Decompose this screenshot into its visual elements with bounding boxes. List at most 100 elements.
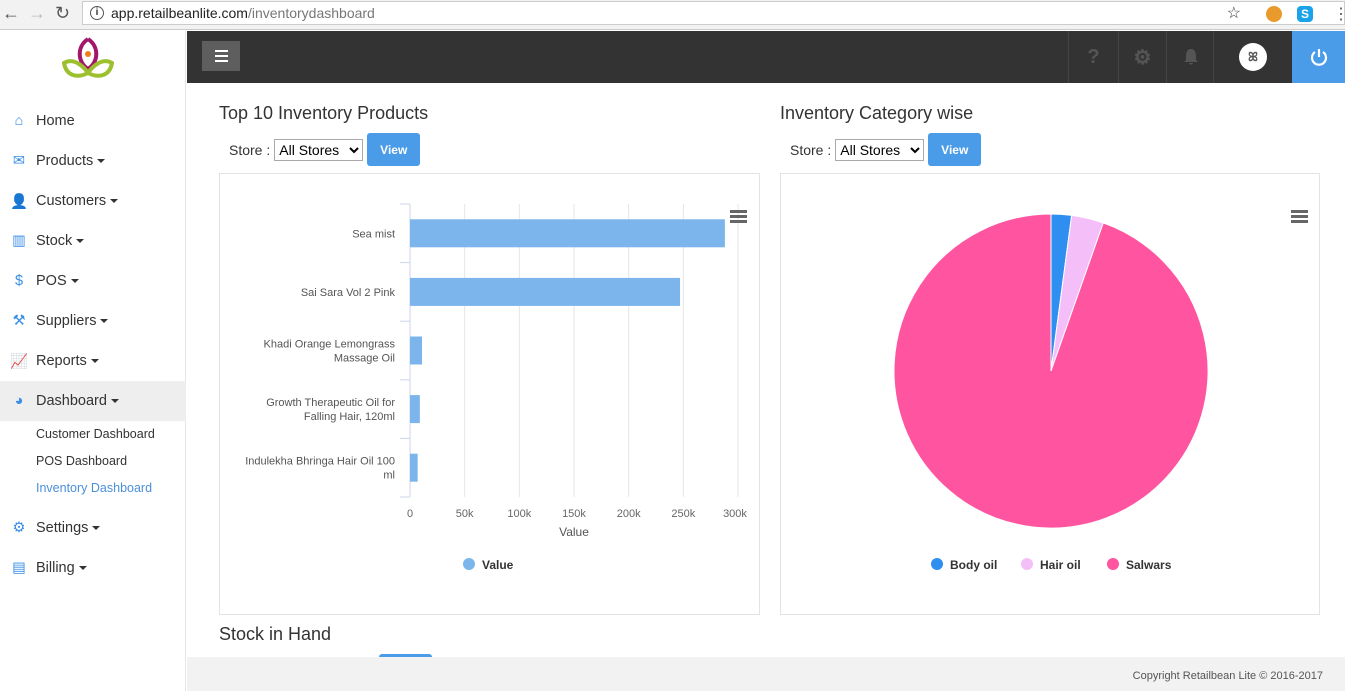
- sidebar-item-reports[interactable]: 📈 Reports: [0, 341, 186, 381]
- caret-down-icon: [76, 239, 85, 243]
- caret-down-icon: [110, 199, 119, 203]
- sidebar-item-settings[interactable]: ⚙ Settings: [0, 508, 186, 548]
- sidebar-item-label: Customers: [36, 193, 107, 209]
- chart-menu-icon[interactable]: [1291, 210, 1308, 223]
- info-icon[interactable]: i: [90, 6, 104, 20]
- chart-menu-icon[interactable]: [730, 210, 747, 223]
- bar-chart-panel: 0 50k 100k 150k 200k 250k 300k Sea mist Sai Sara…: [219, 173, 760, 615]
- sidebar-subitem[interactable]: Inventory Dashboard: [36, 481, 153, 495]
- y-category-label: Indulekha Bhringa Hair Oil 100: [245, 456, 395, 468]
- legend-marker: [463, 558, 475, 570]
- sidebar-item-label: POS: [36, 273, 67, 289]
- x-axis-title: Value: [559, 525, 589, 539]
- settings-gear-icon[interactable]: ⚙: [1118, 31, 1166, 83]
- pie-chart-panel: Body oil Hair oil Salwars: [780, 173, 1320, 615]
- x-tick-label: 50k: [456, 508, 474, 520]
- legend-item[interactable]: Salwars: [1126, 558, 1172, 572]
- y-category-label: Sai Sara Vol 2 Pink: [301, 287, 396, 299]
- forward-icon[interactable]: →: [28, 3, 46, 23]
- sidebar-item-suppliers[interactable]: ⚒ Suppliers: [0, 301, 186, 341]
- sidebar-item-pos[interactable]: $ POS: [0, 261, 186, 301]
- user-avatar[interactable]: ꕤ: [1213, 31, 1292, 83]
- bar[interactable]: [410, 336, 423, 365]
- chart-line-icon: 📈: [9, 353, 29, 370]
- browser-bar: ← → ↻ i app.retailbeanlite.com/inventory…: [0, 0, 1345, 30]
- sidebar-item-label: Reports: [36, 353, 87, 369]
- y-category-label: Sea mist: [352, 228, 395, 240]
- caret-down-icon: [78, 566, 87, 570]
- y-category-label: ml: [383, 470, 395, 482]
- bar-chart: 0 50k 100k 150k 200k 250k 300k Sea mist Sai Sara…: [245, 203, 747, 572]
- legend-marker: [1107, 558, 1119, 570]
- sidebar-item-home[interactable]: ⌂ Home: [0, 101, 186, 141]
- store-filter-2: Store : All Stores View: [790, 133, 982, 166]
- caret-down-icon: [90, 359, 99, 363]
- skype-icon[interactable]: S: [1297, 6, 1313, 22]
- home-icon: ⌂: [14, 113, 24, 129]
- store-select[interactable]: All Stores: [835, 138, 925, 161]
- x-tick-label: 300k: [723, 508, 747, 520]
- help-icon[interactable]: ?: [1068, 31, 1118, 83]
- pos-icon: $: [14, 273, 24, 289]
- bell-icon[interactable]: [1166, 31, 1214, 83]
- reload-icon[interactable]: ↻: [55, 3, 71, 23]
- pie-chart: Body oil Hair oil Salwars: [893, 213, 1209, 572]
- bar[interactable]: [410, 219, 725, 248]
- url-host: app.retailbeanlite.com: [111, 5, 248, 21]
- sidebar-item-products[interactable]: ✉ Products: [0, 141, 186, 181]
- y-category-label: Falling Hair, 120ml: [304, 411, 395, 423]
- caret-down-icon: [100, 319, 109, 323]
- legend-item[interactable]: Value: [482, 558, 514, 572]
- footer: Copyright Retailbean Lite © 2016-2017: [187, 657, 1345, 691]
- sidebar-subitem[interactable]: POS Dashboard: [36, 454, 128, 468]
- sidebar-item-label: Products: [36, 153, 94, 169]
- x-tick-label: 150k: [562, 508, 586, 520]
- sidebar-item-label: Suppliers: [36, 313, 97, 329]
- extension-icon[interactable]: [1266, 6, 1282, 22]
- stock-in-hand-title: Stock in Hand: [219, 624, 332, 644]
- store-label: Store :: [790, 141, 832, 158]
- y-category-label: Massage Oil: [334, 353, 395, 365]
- sidebar-subitem[interactable]: Customer Dashboard: [36, 427, 155, 441]
- sidebar-item-stock[interactable]: ▥ Stock: [0, 221, 186, 261]
- more-icon[interactable]: ⋮: [1333, 6, 1345, 23]
- legend-marker: [931, 558, 943, 570]
- logout-button[interactable]: [1292, 31, 1345, 83]
- pie-chart-icon: ◕: [14, 393, 24, 409]
- store-filter-1: Store : All Stores View: [229, 133, 421, 166]
- user-icon: 👤: [9, 193, 29, 210]
- supplier-icon: ⚒: [12, 313, 26, 329]
- bar[interactable]: [410, 277, 681, 306]
- store-label: Store :: [229, 141, 271, 158]
- logo: [61, 37, 115, 87]
- legend-item[interactable]: Body oil: [950, 558, 997, 572]
- bar[interactable]: [410, 453, 418, 482]
- top-products-title: Top 10 Inventory Products: [219, 103, 429, 123]
- caret-down-icon: [92, 526, 101, 530]
- legend-item[interactable]: Hair oil: [1040, 558, 1081, 572]
- sidebar-item-customers[interactable]: 👤 Customers: [0, 181, 186, 221]
- url-path: /inventorydashboard: [247, 5, 375, 21]
- view-button[interactable]: View: [928, 133, 982, 166]
- back-icon[interactable]: ←: [2, 3, 20, 23]
- y-category-label: Growth Therapeutic Oil for: [266, 397, 395, 409]
- caret-down-icon: [97, 159, 106, 163]
- address-bar[interactable]: i app.retailbeanlite.com/inventorydashbo…: [82, 1, 1345, 25]
- sidebar-item-dashboard[interactable]: ◕ Dashboard: [0, 381, 186, 421]
- legend-marker: [1021, 558, 1033, 570]
- store-select[interactable]: All Stores: [274, 138, 364, 161]
- billing-icon: ▤: [12, 560, 26, 576]
- bar[interactable]: [410, 395, 420, 424]
- y-category-label: Khadi Orange Lemongrass: [264, 339, 396, 351]
- sidebar: ⌂ Home ✉ Products 👤 Customers ▥ Stock $ POS ⚒ Suppl…: [0, 31, 186, 691]
- sidebar-item-billing[interactable]: ▤ Billing: [0, 548, 186, 588]
- view-button[interactable]: View: [367, 133, 421, 166]
- power-icon: [1310, 49, 1327, 66]
- pie-slice-salwars[interactable]: [893, 213, 1209, 529]
- sidebar-item-label: Stock: [36, 233, 73, 249]
- envelope-icon: ✉: [12, 153, 26, 169]
- x-tick-label: 250k: [671, 508, 695, 520]
- menu-toggle-button[interactable]: [202, 41, 240, 71]
- sidebar-item-label: Home: [36, 113, 75, 129]
- star-icon[interactable]: ☆: [1226, 5, 1241, 22]
